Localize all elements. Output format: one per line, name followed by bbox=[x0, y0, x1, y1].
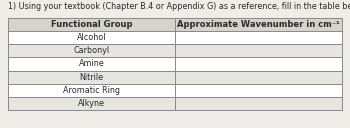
Text: Amine: Amine bbox=[79, 59, 104, 68]
Bar bbox=[8, 57, 342, 71]
Bar bbox=[8, 97, 342, 110]
Bar bbox=[8, 18, 342, 110]
Bar bbox=[8, 84, 342, 97]
Text: 1) Using your textbook (Chapter B.4 or Appendix G) as a reference, fill in the t: 1) Using your textbook (Chapter B.4 or A… bbox=[8, 2, 350, 11]
Bar bbox=[8, 71, 342, 84]
Text: Alcohol: Alcohol bbox=[77, 33, 106, 42]
Text: Alkyne: Alkyne bbox=[78, 99, 105, 108]
Text: Nitrile: Nitrile bbox=[79, 73, 104, 82]
Text: Carbonyl: Carbonyl bbox=[74, 46, 110, 55]
Text: Aromatic Ring: Aromatic Ring bbox=[63, 86, 120, 95]
Bar bbox=[8, 44, 342, 57]
Bar bbox=[8, 18, 342, 31]
Text: Approximate Wavenumber in cm⁻¹: Approximate Wavenumber in cm⁻¹ bbox=[177, 20, 340, 29]
Bar bbox=[8, 31, 342, 44]
Text: Functional Group: Functional Group bbox=[51, 20, 132, 29]
